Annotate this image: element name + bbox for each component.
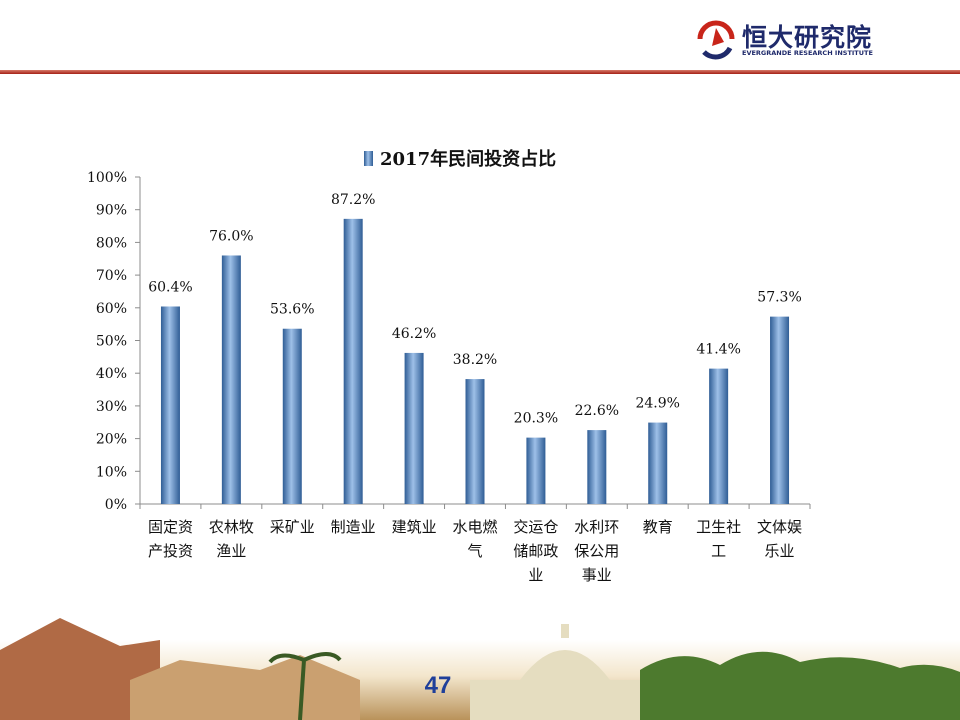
category-label: 建筑业 xyxy=(392,518,437,536)
category-label: 水利环保公用事业 xyxy=(574,518,619,584)
category-label: 固定资产投资 xyxy=(148,518,193,560)
category-label-line: 水电燃 xyxy=(452,518,497,536)
category-label: 农林牧渔业 xyxy=(209,518,254,560)
category-label-line: 业 xyxy=(528,566,543,584)
bar xyxy=(282,328,302,504)
category-label: 制造业 xyxy=(331,518,376,536)
category-label-line: 制造业 xyxy=(331,518,376,536)
category-label-line: 产投资 xyxy=(148,542,193,560)
brand-name: 恒大研究院 xyxy=(742,23,873,52)
footer-scenery xyxy=(0,618,960,720)
y-tick-label: 80% xyxy=(96,235,127,251)
legend-label: 2017年民间投资占比 xyxy=(380,148,556,170)
y-tick-label: 100% xyxy=(87,170,127,186)
data-label: 60.4% xyxy=(148,279,192,295)
bar xyxy=(770,316,790,504)
category-label: 卫生社工 xyxy=(696,518,741,560)
data-label: 20.3% xyxy=(514,411,558,427)
brand-subtitle: EVERGRANDE RESEARCH INSTITUTE xyxy=(742,49,873,57)
data-label: 22.6% xyxy=(575,403,619,419)
category-label-line: 卫生社 xyxy=(696,518,741,536)
y-tick-label: 10% xyxy=(96,464,127,480)
y-tick-label: 0% xyxy=(105,497,127,513)
bar xyxy=(648,422,668,504)
bar xyxy=(465,379,485,504)
palace-building xyxy=(0,618,160,720)
bar xyxy=(160,306,180,504)
category-label-line: 固定资 xyxy=(148,518,193,536)
palm-tree xyxy=(268,652,342,720)
data-label: 24.9% xyxy=(635,396,679,412)
data-label: 53.6% xyxy=(270,302,314,318)
category-label-line: 保公用 xyxy=(574,542,619,560)
bar xyxy=(404,352,424,504)
bar xyxy=(221,255,241,504)
page-number: 47 xyxy=(424,672,452,699)
category-label-line: 采矿业 xyxy=(270,518,315,536)
y-tick-label: 60% xyxy=(96,301,127,317)
evergrande-logo-icon xyxy=(697,20,735,60)
category-label-line: 事业 xyxy=(582,566,612,584)
bar xyxy=(587,430,607,504)
y-tick-label: 40% xyxy=(96,366,127,382)
category-label-line: 乐业 xyxy=(765,542,795,560)
category-label-line: 工 xyxy=(711,542,726,560)
category-label-line: 交运仓 xyxy=(513,518,558,536)
bar xyxy=(343,218,363,504)
y-tick-label: 90% xyxy=(96,203,127,219)
category-label-line: 水利环 xyxy=(574,518,619,536)
category-label: 采矿业 xyxy=(270,518,315,536)
category-label-line: 教育 xyxy=(643,518,673,536)
category-label-line: 储邮政 xyxy=(513,542,558,560)
header-rule xyxy=(0,70,960,74)
bar-chart: 2017年民间投资占比 0% 10% 20% 30% 40% 50% 60% 70% 80% 90… xyxy=(87,148,811,584)
bar xyxy=(709,368,729,504)
tree-line xyxy=(640,651,960,720)
data-label: 41.4% xyxy=(696,342,740,358)
bar xyxy=(526,437,546,504)
data-label: 46.2% xyxy=(392,326,436,342)
category-label: 教育 xyxy=(643,518,673,536)
category-label: 交运仓储邮政业 xyxy=(513,518,558,584)
data-label: 87.2% xyxy=(331,192,375,208)
category-label-line: 建筑业 xyxy=(392,518,437,536)
y-tick-label: 30% xyxy=(96,399,127,415)
data-label: 57.3% xyxy=(757,290,801,306)
category-label-line: 农林牧 xyxy=(209,518,254,536)
y-tick-label: 70% xyxy=(96,268,127,284)
capitol-building xyxy=(470,650,660,720)
data-label: 38.2% xyxy=(453,352,497,368)
category-label-line: 文体娱 xyxy=(757,518,802,536)
category-label: 文体娱乐业 xyxy=(757,518,802,560)
data-label: 76.0% xyxy=(209,228,253,244)
y-tick-label: 20% xyxy=(96,432,127,448)
legend-swatch xyxy=(364,151,373,166)
y-tick-label: 50% xyxy=(96,334,127,350)
category-label-line: 气 xyxy=(467,542,482,560)
category-label: 水电燃气 xyxy=(452,518,497,560)
category-label-line: 渔业 xyxy=(216,542,246,560)
